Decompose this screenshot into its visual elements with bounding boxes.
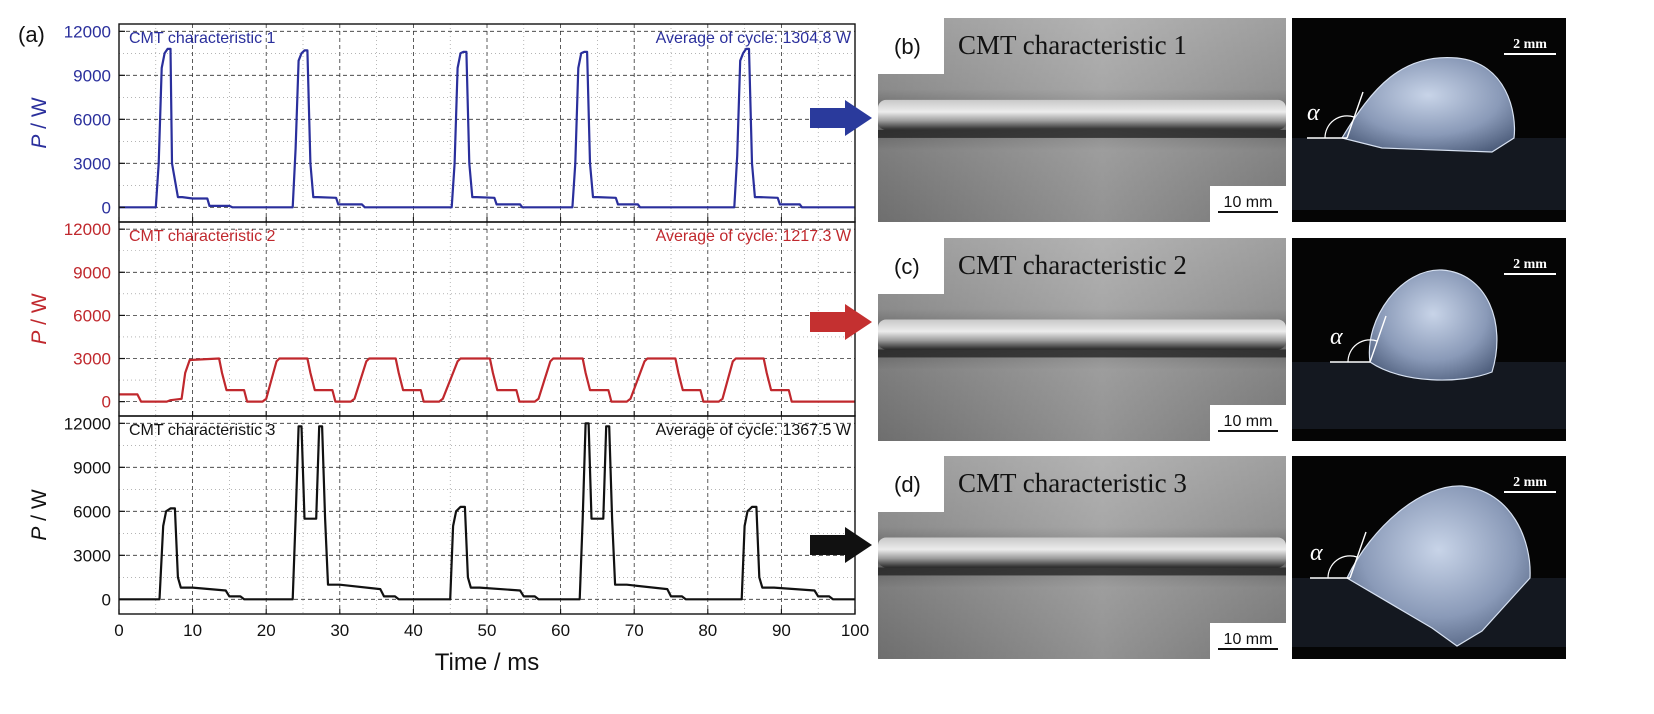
weld-bead-b xyxy=(878,99,1286,130)
label-box-d xyxy=(878,456,944,512)
angle-tangent xyxy=(1369,315,1387,363)
y-axis-label: P / W xyxy=(28,97,51,149)
series-name-2: CMT characteristic 2 xyxy=(129,228,276,245)
angle-tangent xyxy=(1346,91,1364,139)
y-axis-label-symbol: P xyxy=(28,527,51,541)
weld-cross-section-bead xyxy=(1346,485,1531,647)
scale-bar-box-b xyxy=(1210,186,1286,222)
y-axis-label-unit: / W xyxy=(28,489,51,527)
scale-bar-box-c xyxy=(1210,405,1286,441)
x-tick-label: 70 xyxy=(625,621,644,640)
chart-grid xyxy=(119,24,855,614)
panel-label-a: (a) xyxy=(18,22,45,47)
pointer-arrow-c xyxy=(810,304,872,340)
series-name-3: CMT characteristic 3 xyxy=(129,422,276,439)
y-axis-label-unit: / W xyxy=(28,293,51,331)
y-tick-label: 3000 xyxy=(73,546,111,565)
photo-caption-d: CMT characteristic 3 xyxy=(958,468,1187,498)
weld-cross-section-bead xyxy=(1368,269,1498,381)
series-line-1 xyxy=(119,47,855,209)
cycle-average-1: Average of cycle: 1304.8 W xyxy=(656,30,852,47)
photo-row-d: (d) CMT characteristic 3 10 mm α 2 mm xyxy=(810,456,1566,659)
y-tick-label: 9000 xyxy=(73,66,111,85)
photo-caption-c: CMT characteristic 2 xyxy=(958,250,1187,280)
panel-label-c: (c) xyxy=(894,254,920,279)
weld-bead-c xyxy=(878,319,1286,350)
x-tick-label: 80 xyxy=(698,621,717,640)
weld-bead-shadow xyxy=(878,129,1286,138)
cycle-average-2: Average of cycle: 1217.3 W xyxy=(656,228,852,245)
weld-bead-shadow xyxy=(878,567,1286,576)
label-box-c xyxy=(878,238,944,294)
x-tick-label: 0 xyxy=(114,621,123,640)
y-tick-label: 3000 xyxy=(73,350,111,369)
series-line-3 xyxy=(119,422,855,601)
angle-symbol-d: α xyxy=(1310,540,1323,566)
angle-arc xyxy=(1324,115,1355,139)
x-tick-label: 50 xyxy=(478,621,497,640)
x-tick-label: 40 xyxy=(404,621,423,640)
x-tick-label: 60 xyxy=(551,621,570,640)
scale-bar-label-c: 10 mm xyxy=(1224,413,1273,430)
weld-bead-shadow xyxy=(878,349,1286,358)
series-line-2 xyxy=(119,357,855,403)
x-tick-label: 20 xyxy=(257,621,276,640)
x-tick-label: 90 xyxy=(772,621,791,640)
y-tick-label: 0 xyxy=(102,590,111,609)
angle-arc xyxy=(1347,339,1378,363)
pointer-arrow-d xyxy=(810,527,872,563)
cross-section-scale-c: 2 mm xyxy=(1513,257,1547,272)
y-tick-label: 6000 xyxy=(73,502,111,521)
y-tick-label: 12000 xyxy=(64,220,111,239)
y-tick-label: 12000 xyxy=(64,22,111,41)
angle-arc xyxy=(1327,555,1358,579)
photo-caption-b: CMT characteristic 1 xyxy=(958,30,1187,60)
photo-row-c: (c) CMT characteristic 2 10 mm α 2 mm xyxy=(810,238,1566,441)
y-tick-label: 12000 xyxy=(64,414,111,433)
photo-panels: (b) CMT characteristic 1 10 mm α 2 mm (c) CMT … xyxy=(810,18,1566,659)
angle-tangent xyxy=(1349,531,1367,579)
angle-symbol-c: α xyxy=(1330,324,1343,350)
x-axis-label: Time / ms xyxy=(435,649,539,676)
x-tick-label: 100 xyxy=(841,621,869,640)
y-axis-label-unit: / W xyxy=(28,97,51,135)
y-tick-label: 0 xyxy=(102,198,111,217)
y-tick-label: 6000 xyxy=(73,306,111,325)
y-axis-label: P / W xyxy=(28,489,51,541)
y-tick-label: 9000 xyxy=(73,458,111,477)
scale-bar-box-d xyxy=(1210,623,1286,659)
cross-section-scale-d: 2 mm xyxy=(1513,475,1547,490)
angle-symbol-b: α xyxy=(1307,100,1320,126)
weld-cross-section-bead xyxy=(1341,56,1516,153)
y-tick-label: 3000 xyxy=(73,154,111,173)
label-box-b xyxy=(878,18,944,74)
scale-bar-label-d: 10 mm xyxy=(1224,631,1273,648)
x-tick-label: 10 xyxy=(183,621,202,640)
y-axis-label-symbol: P xyxy=(28,135,51,149)
y-tick-label: 9000 xyxy=(73,263,111,282)
y-axis-label-symbol: P xyxy=(28,331,51,345)
photo-row-b: (b) CMT characteristic 1 10 mm α 2 mm xyxy=(810,18,1566,222)
scale-bar-label-b: 10 mm xyxy=(1224,194,1273,211)
panel-label-b: (b) xyxy=(894,34,921,59)
cross-section-scale-b: 2 mm xyxy=(1513,37,1547,52)
y-axis-label: P / W xyxy=(28,293,51,345)
y-tick-label: 6000 xyxy=(73,110,111,129)
chart-series xyxy=(119,47,855,601)
weld-bead-d xyxy=(878,537,1286,568)
pointer-arrow-b xyxy=(810,100,872,136)
x-tick-label: 30 xyxy=(330,621,349,640)
series-name-1: CMT characteristic 1 xyxy=(129,30,276,47)
panel-label-d: (d) xyxy=(894,472,921,497)
cycle-average-3: Average of cycle: 1367.5 W xyxy=(656,422,852,439)
y-tick-label: 0 xyxy=(102,393,111,412)
